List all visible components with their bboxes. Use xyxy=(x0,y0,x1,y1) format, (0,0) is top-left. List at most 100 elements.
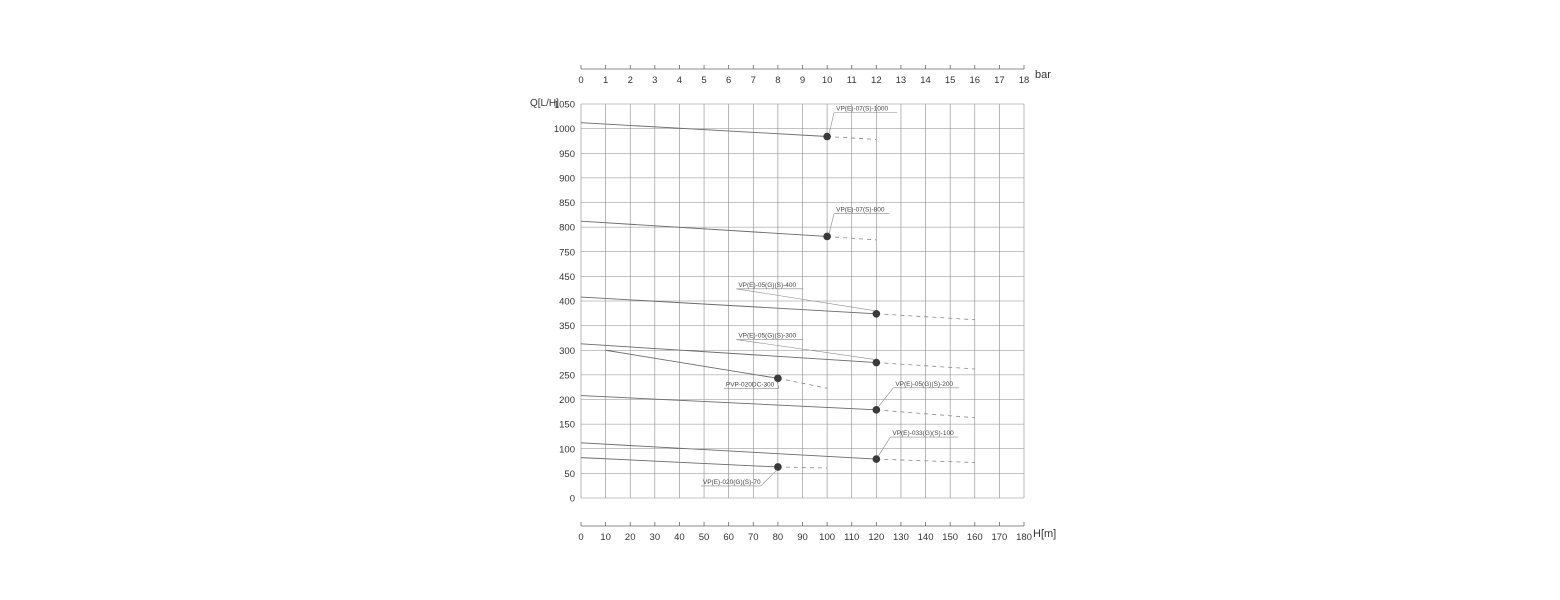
series-line-solid xyxy=(580,343,877,364)
series-label-text: PVP-020DC-300 xyxy=(726,381,775,388)
top-axis-tick-label: 15 xyxy=(945,75,956,86)
y-axis-tick-label: 950 xyxy=(559,149,575,160)
series-label-5: VP(E)-05(G)(S)-200 xyxy=(878,381,960,408)
top-axis-tick-label: 18 xyxy=(1019,75,1030,86)
y-axis-tick-label: 100 xyxy=(559,444,575,455)
series-line-solid xyxy=(580,296,877,315)
rated-point-marker xyxy=(823,132,831,141)
y-axis-tick-label: 750 xyxy=(559,247,575,258)
series-4 xyxy=(605,349,828,389)
series-label-leader xyxy=(878,436,891,457)
series-line-dashed xyxy=(876,409,975,419)
series-label-leader xyxy=(760,469,778,487)
bottom-axis-tick-label: 110 xyxy=(844,532,859,543)
series-label-text: VP(E)-07(S)-1000 xyxy=(836,106,888,113)
bottom-axis-tick-label: 10 xyxy=(600,532,611,543)
series-line-dashed xyxy=(827,236,877,241)
top-axis-tick-label: 14 xyxy=(920,75,931,86)
top-axis-tick-label: 11 xyxy=(847,75,857,86)
series-line-solid xyxy=(605,349,778,379)
bottom-axis-tick-label: 90 xyxy=(797,532,808,543)
rated-point-marker xyxy=(872,310,881,318)
series-label-leader xyxy=(736,339,876,360)
series-0 xyxy=(580,122,877,141)
series-label-leader xyxy=(736,288,876,312)
series-line-solid xyxy=(580,457,778,468)
top-axis-tick-label: 2 xyxy=(628,75,633,86)
rated-point-marker xyxy=(774,374,782,383)
y-axis-tick-label: 350 xyxy=(559,321,575,332)
bottom-axis-tick-label: 160 xyxy=(967,532,983,543)
top-axis-tick-label: 16 xyxy=(969,75,980,86)
bottom-axis-tick-label: 40 xyxy=(674,532,685,543)
series-line-solid xyxy=(580,442,877,460)
rated-point-marker xyxy=(872,455,881,463)
bottom-axis-tick-label: 50 xyxy=(699,532,710,543)
top-axis-tick-label: 5 xyxy=(701,75,706,86)
series-2 xyxy=(580,296,975,321)
series-line-dashed xyxy=(876,458,975,463)
top-axis-tick-label: 0 xyxy=(578,75,583,86)
series-label-text: VP(E)-07(S)-800 xyxy=(836,206,885,213)
series-label-7: VP(E)-020(G)(S)-70 xyxy=(700,469,778,487)
y-axis-tick-label: 1050 xyxy=(554,100,575,111)
top-axis-tick-label: 4 xyxy=(677,75,682,86)
bottom-axis-tick-label: 170 xyxy=(991,532,1007,543)
series-line-solid xyxy=(580,395,877,411)
y-axis-flow: 0 50 100 150 200 250 300 350 400 450 750 800 850 900 9… xyxy=(554,100,575,505)
series-label-text: VP(E)-020(G)(S)-70 xyxy=(703,479,761,486)
series-1 xyxy=(580,220,877,241)
y-axis-tick-label: 900 xyxy=(559,173,575,184)
series-labels: VP(E)-07(S)-1000 VP(E)-07(S)-800 VP(E)-05(… xyxy=(700,106,960,487)
series-line-solid xyxy=(580,220,828,237)
top-axis-tick-label: 1 xyxy=(603,75,608,86)
bottom-axis-tick-label: 120 xyxy=(868,532,884,543)
y-axis-tick-label: 150 xyxy=(559,420,575,431)
top-axis-tick-label: 7 xyxy=(751,75,756,86)
y-axis-tick-label: 1000 xyxy=(554,124,575,135)
rated-point-marker xyxy=(872,406,881,414)
y-axis-tick-label: 400 xyxy=(559,297,575,308)
series-label-leader xyxy=(828,213,835,234)
series-label-0: VP(E)-07(S)-1000 xyxy=(828,106,898,134)
series-label-text: VP(E)-05(G)(S)-300 xyxy=(738,333,796,340)
bottom-axis-head: 0 10 20 30 40 50 60 70 80 90 100 110 120 130 140 150 160… xyxy=(578,522,1032,543)
rated-point-marker xyxy=(774,463,782,471)
y-axis-title: Q[L/H] xyxy=(530,98,559,109)
top-axis-tick-label: 10 xyxy=(822,75,833,86)
y-axis-tick-label: 850 xyxy=(559,198,575,209)
series-line-dashed xyxy=(876,362,975,370)
series-label-leader xyxy=(776,381,780,389)
rated-point-marker xyxy=(823,232,831,241)
series-line-dashed xyxy=(777,466,828,469)
series-line-dashed xyxy=(827,136,877,140)
top-axis-tick-label: 12 xyxy=(871,75,882,86)
y-axis-tick-label: 300 xyxy=(559,346,575,357)
bottom-axis-tick-label: 30 xyxy=(650,532,661,543)
bottom-axis-tick-label: 130 xyxy=(893,532,909,543)
bottom-axis-tick-label: 70 xyxy=(748,532,759,543)
bottom-axis-tick-label: 100 xyxy=(819,532,835,543)
y-axis-tick-label: 200 xyxy=(559,395,575,406)
bottom-axis-tick-label: 180 xyxy=(1016,532,1032,543)
series-line-dashed xyxy=(777,377,828,389)
grid xyxy=(580,103,1025,499)
series-label-leader xyxy=(878,387,894,408)
y-axis-tick-label: 450 xyxy=(559,272,575,283)
series-5 xyxy=(580,395,975,419)
top-axis-title: bar xyxy=(1035,69,1051,81)
y-axis-tick-label: 800 xyxy=(559,223,575,234)
series-label-3: VP(E)-05(G)(S)-300 xyxy=(736,333,876,360)
top-axis-tick-label: 6 xyxy=(726,75,731,86)
series-line-dashed xyxy=(876,313,975,321)
series-group xyxy=(580,122,975,471)
rated-point-marker xyxy=(872,358,881,367)
series-label-text: VP(E)-033(G)(S)-100 xyxy=(892,430,954,437)
bottom-axis-tick-label: 20 xyxy=(625,532,636,543)
series-label-2: VP(E)-05(G)(S)-400 xyxy=(736,282,876,312)
top-axis-tick-label: 17 xyxy=(994,75,1005,86)
bottom-axis-tick-label: 0 xyxy=(578,532,583,543)
bottom-axis-tick-label: 140 xyxy=(918,532,934,543)
top-axis-tick-label: 8 xyxy=(775,75,780,86)
